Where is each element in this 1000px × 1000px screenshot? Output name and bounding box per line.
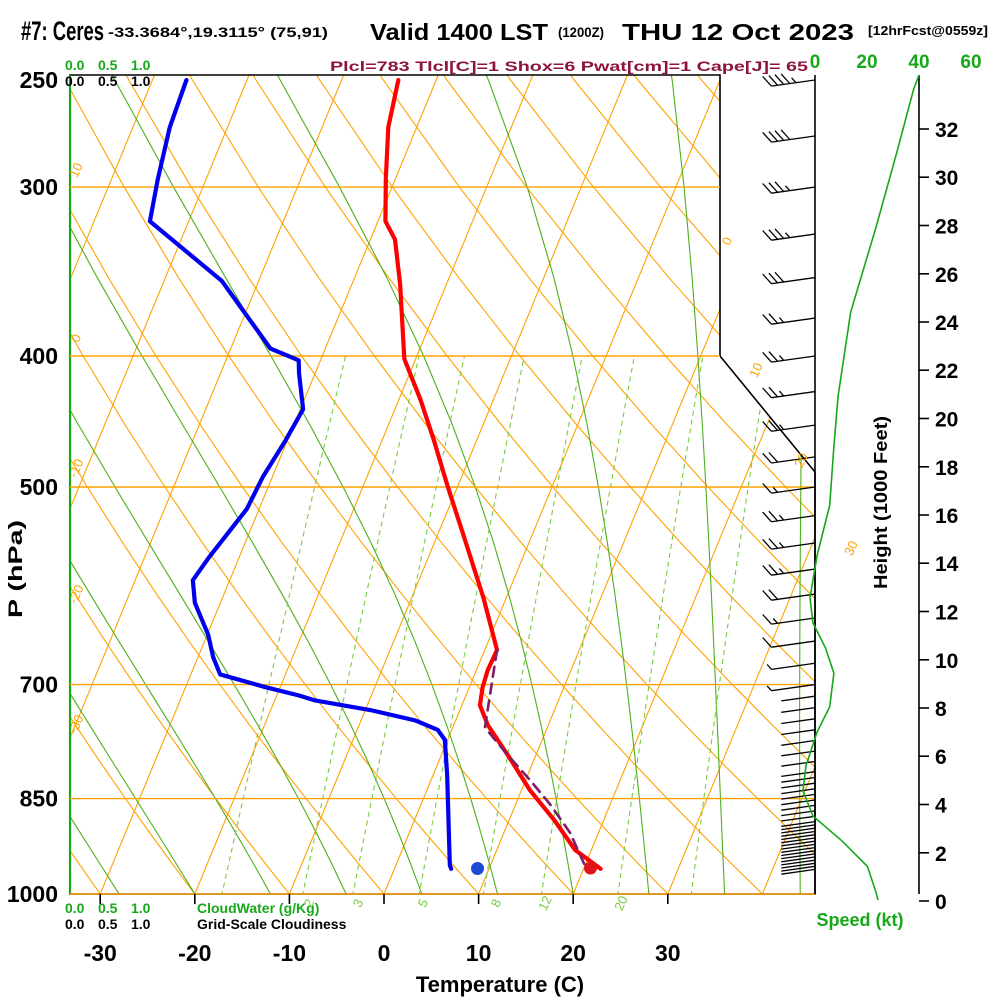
svg-text:850: 850 [20,786,58,812]
svg-text:0.5: 0.5 [98,900,118,916]
svg-text:Temperature (C): Temperature (C) [416,972,584,997]
svg-text:18: 18 [935,457,959,480]
svg-text:1.0: 1.0 [131,57,151,73]
svg-text:28: 28 [935,216,959,239]
svg-text:500: 500 [20,474,58,500]
svg-text:P (hPa): P (hPa) [6,520,27,618]
svg-text:2: 2 [935,843,947,866]
svg-text:1.0: 1.0 [131,916,151,932]
svg-text:1000: 1000 [7,881,58,907]
svg-text:400: 400 [20,343,58,369]
svg-text:26: 26 [935,264,958,287]
svg-text:8: 8 [935,698,947,721]
svg-text:8: 8 [488,897,505,910]
svg-text:12: 12 [535,893,555,912]
svg-text:10: 10 [466,940,492,966]
svg-text:0.0: 0.0 [65,916,85,932]
svg-text:30: 30 [655,940,681,966]
svg-text:1.0: 1.0 [131,73,151,89]
svg-text:6: 6 [935,746,947,769]
svg-text:-33.3684°,19.3115° (75,91): -33.3684°,19.3115° (75,91) [108,24,328,40]
svg-text:5: 5 [415,897,432,910]
svg-text:250: 250 [20,67,58,93]
svg-text:20: 20 [611,893,631,912]
svg-text:(1200Z): (1200Z) [558,24,604,40]
svg-text:Speed (kt): Speed (kt) [816,910,903,930]
svg-text:[12hrFcst@0559z]: [12hrFcst@0559z] [868,23,988,38]
svg-text:30: 30 [935,167,958,190]
svg-text:Valid 1400 LST: Valid 1400 LST [370,19,548,45]
svg-text:32: 32 [935,119,958,142]
svg-text:14: 14 [935,553,959,576]
svg-text:THU 12 Oct 2023: THU 12 Oct 2023 [622,19,854,45]
svg-text:Height (1000 Feet): Height (1000 Feet) [871,416,891,589]
svg-text:40: 40 [908,52,929,73]
svg-text:20: 20 [856,52,877,73]
svg-text:0: 0 [935,891,947,914]
svg-text:1.0: 1.0 [131,900,151,916]
svg-text:24: 24 [935,312,959,335]
svg-text:16: 16 [935,505,958,528]
svg-text:60: 60 [960,52,981,73]
svg-text:0: 0 [378,940,391,966]
svg-text:0.5: 0.5 [98,73,118,89]
svg-text:20: 20 [560,940,586,966]
svg-text:0: 0 [810,52,821,73]
svg-text:0.0: 0.0 [65,900,85,916]
svg-text:-30: -30 [84,940,117,966]
svg-text:10: 10 [935,650,958,673]
svg-text:0: 0 [719,235,736,248]
svg-text:0.0: 0.0 [65,57,85,73]
svg-text:30: 30 [841,538,861,557]
svg-text:12: 12 [935,602,958,625]
svg-text:0.5: 0.5 [98,916,118,932]
svg-text:3: 3 [350,897,367,910]
svg-text:#7: Ceres: #7: Ceres [21,16,104,46]
svg-text:10: 10 [746,360,766,379]
svg-text:Plcl=783 Tlcl[C]=1 Shox=6 Pwat: Plcl=783 Tlcl[C]=1 Shox=6 Pwat[cm]=1 Cap… [330,58,808,74]
svg-text:20: 20 [935,409,958,432]
svg-text:0.0: 0.0 [65,73,85,89]
svg-text:-10: -10 [273,940,306,966]
svg-text:22: 22 [935,360,958,383]
svg-text:Grid-Scale Cloudiness: Grid-Scale Cloudiness [197,916,347,932]
svg-text:-20: -20 [178,940,211,966]
svg-text:300: 300 [20,174,58,200]
svg-text:4: 4 [935,795,947,818]
svg-text:0.5: 0.5 [98,57,118,73]
svg-text:700: 700 [20,672,58,698]
